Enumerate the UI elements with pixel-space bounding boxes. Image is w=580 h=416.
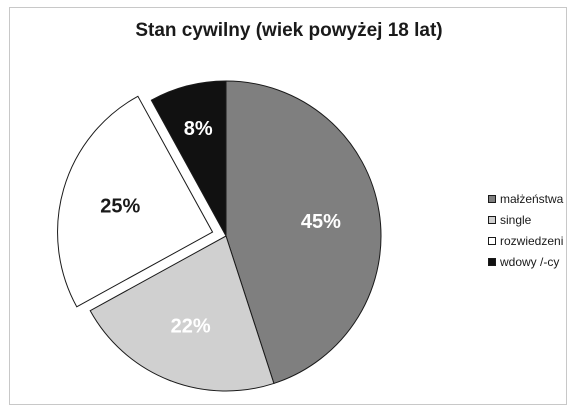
legend-swatch-2 (488, 215, 496, 224)
pie-chart: 45% 22% 25% 8% (57, 80, 382, 392)
legend-swatch-4 (488, 257, 496, 266)
slice-label-4: 8% (184, 118, 213, 140)
chart-frame: Stan cywilny (wiek powyżej 18 lat) 45% 22… (9, 7, 567, 405)
chart-title: Stan cywilny (wiek powyżej 18 lat) (135, 20, 443, 41)
legend-item-1: małżeństwa (488, 188, 563, 209)
slice-label-3: 25% (100, 195, 140, 217)
legend-label-4: wdowy /-cy (500, 254, 560, 269)
legend-label-1: małżeństwa (500, 191, 564, 206)
legend-item-2: single (488, 209, 563, 230)
legend-label-2: single (500, 212, 532, 227)
legend-swatch-3 (488, 236, 496, 245)
pie-slice-3 (57, 95, 214, 308)
pie-slice-1 (225, 80, 382, 385)
pie-slice-4 (150, 80, 227, 237)
slice-label-1: 45% (301, 211, 341, 233)
legend-item-4: wdowy /-cy (488, 251, 563, 272)
slice-label-2: 22% (171, 315, 211, 337)
legend-item-3: rozwiedzeni (488, 230, 563, 251)
pie-slice-2 (89, 235, 275, 392)
legend-swatch-1 (488, 194, 496, 203)
legend: małżeństwa single rozwiedzeni wdowy /-cy (488, 188, 563, 272)
legend-label-3: rozwiedzeni (500, 233, 564, 248)
